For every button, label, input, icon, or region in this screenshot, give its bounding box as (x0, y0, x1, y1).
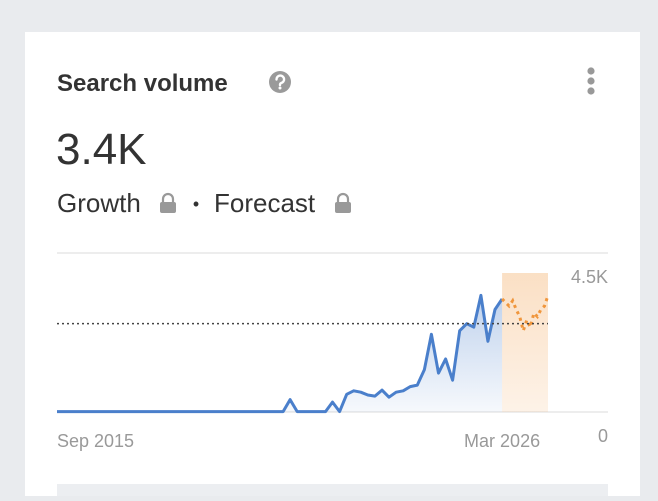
help-dot (278, 86, 282, 90)
forecast-region (502, 273, 548, 412)
card (25, 32, 640, 501)
menu-dot (587, 67, 595, 75)
growth-label[interactable]: Growth (57, 188, 141, 218)
forecast-line (501, 294, 550, 337)
help-icon[interactable] (269, 71, 291, 93)
y-tick-label: 4.5K (571, 267, 608, 287)
card-title: Search volume (57, 70, 228, 97)
menu-icon[interactable] (587, 67, 595, 95)
menu-dot (587, 77, 595, 85)
lock-icon (160, 192, 176, 213)
forecast-label[interactable]: Forecast (214, 188, 316, 218)
metric-value: 3.4K (56, 125, 147, 174)
help-glyph (275, 74, 286, 87)
menu-dot (587, 87, 595, 95)
line (57, 293, 504, 414)
chart: 0 4.5K Sep 2015 Mar 2026 (57, 252, 608, 451)
help-circle (269, 71, 291, 93)
separator: • (193, 194, 199, 214)
x-tick-label: Sep 2015 (57, 431, 134, 451)
next-panel (57, 484, 608, 501)
x-tick-label: Mar 2026 (464, 431, 540, 451)
y-tick-label: 0 (598, 426, 608, 446)
area (57, 295, 503, 412)
lock-icon (335, 192, 351, 213)
